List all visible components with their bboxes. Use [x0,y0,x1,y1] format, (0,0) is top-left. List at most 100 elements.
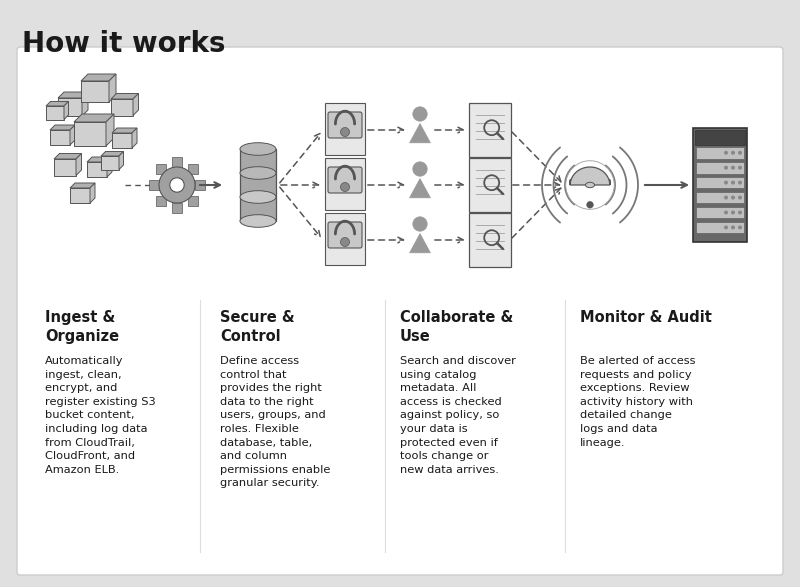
Circle shape [724,211,728,214]
Bar [240,149,276,221]
Circle shape [341,238,350,247]
Polygon shape [149,180,159,190]
Polygon shape [70,188,90,203]
Polygon shape [410,178,430,198]
FancyBboxPatch shape [17,47,783,575]
Polygon shape [172,157,182,167]
Polygon shape [156,196,166,206]
Polygon shape [112,128,137,133]
Polygon shape [195,180,205,190]
Polygon shape [410,124,430,143]
Polygon shape [112,133,132,148]
Polygon shape [90,183,95,203]
FancyBboxPatch shape [469,158,511,212]
Text: Define access
control that
provides the right
data to the right
users, groups, a: Define access control that provides the … [220,356,330,488]
Circle shape [170,178,184,192]
FancyBboxPatch shape [696,147,744,158]
FancyBboxPatch shape [325,158,365,210]
Polygon shape [58,92,88,98]
Polygon shape [81,81,109,102]
Polygon shape [76,153,82,176]
Circle shape [738,181,742,184]
Ellipse shape [240,167,276,179]
Circle shape [731,195,735,200]
Polygon shape [74,114,114,122]
Circle shape [341,183,350,191]
FancyBboxPatch shape [696,192,744,203]
FancyBboxPatch shape [328,112,362,138]
Polygon shape [64,102,69,120]
Text: Collaborate &
Use: Collaborate & Use [400,310,514,343]
FancyBboxPatch shape [695,130,745,144]
Polygon shape [70,183,95,188]
Circle shape [731,151,735,155]
Text: Ingest &
Organize: Ingest & Organize [45,310,119,343]
Text: Monitor & Audit: Monitor & Audit [580,310,712,325]
Polygon shape [109,74,116,102]
Ellipse shape [240,191,276,203]
FancyBboxPatch shape [696,207,744,218]
Circle shape [724,151,728,155]
Polygon shape [101,156,119,170]
Circle shape [724,166,728,170]
Polygon shape [107,157,112,177]
Polygon shape [50,125,75,130]
Polygon shape [70,125,75,145]
Polygon shape [50,130,70,145]
Polygon shape [133,93,138,116]
Polygon shape [570,167,610,185]
FancyBboxPatch shape [328,222,362,248]
Polygon shape [101,151,123,156]
Text: Search and discover
using catalog
metadata. All
access is checked
against policy: Search and discover using catalog metada… [400,356,516,475]
Circle shape [724,225,728,230]
Polygon shape [132,128,137,148]
Polygon shape [106,114,114,146]
Polygon shape [87,157,112,162]
FancyBboxPatch shape [469,103,511,157]
Circle shape [413,162,427,176]
Polygon shape [156,164,166,174]
Text: Be alerted of access
requests and policy
exceptions. Review
activity history wit: Be alerted of access requests and policy… [580,356,695,448]
Polygon shape [54,159,76,176]
FancyBboxPatch shape [696,221,744,233]
Circle shape [413,107,427,121]
Polygon shape [74,122,106,146]
Polygon shape [111,93,138,99]
Ellipse shape [586,183,594,188]
Polygon shape [188,164,198,174]
FancyBboxPatch shape [693,128,747,242]
Polygon shape [46,106,64,120]
Polygon shape [58,98,82,116]
Polygon shape [81,74,116,81]
FancyBboxPatch shape [696,162,744,174]
Circle shape [731,181,735,184]
FancyBboxPatch shape [325,213,365,265]
Circle shape [413,217,427,231]
Polygon shape [54,153,82,159]
Polygon shape [119,151,123,170]
Polygon shape [82,92,88,116]
FancyBboxPatch shape [328,167,362,193]
FancyBboxPatch shape [696,177,744,188]
Circle shape [738,195,742,200]
Ellipse shape [240,143,276,156]
Polygon shape [172,203,182,213]
Circle shape [159,167,195,203]
Polygon shape [410,234,430,253]
Circle shape [738,211,742,214]
FancyBboxPatch shape [469,213,511,267]
FancyBboxPatch shape [325,103,365,155]
Circle shape [738,151,742,155]
Text: Automatically
ingest, clean,
encrypt, and
register existing S3
bucket content,
i: Automatically ingest, clean, encrypt, an… [45,356,156,475]
Circle shape [724,195,728,200]
Circle shape [738,225,742,230]
Polygon shape [188,196,198,206]
Polygon shape [46,102,69,106]
Circle shape [586,201,594,208]
Circle shape [731,225,735,230]
Circle shape [738,166,742,170]
Circle shape [731,211,735,214]
Circle shape [731,166,735,170]
Circle shape [724,181,728,184]
Text: How it works: How it works [22,30,226,58]
